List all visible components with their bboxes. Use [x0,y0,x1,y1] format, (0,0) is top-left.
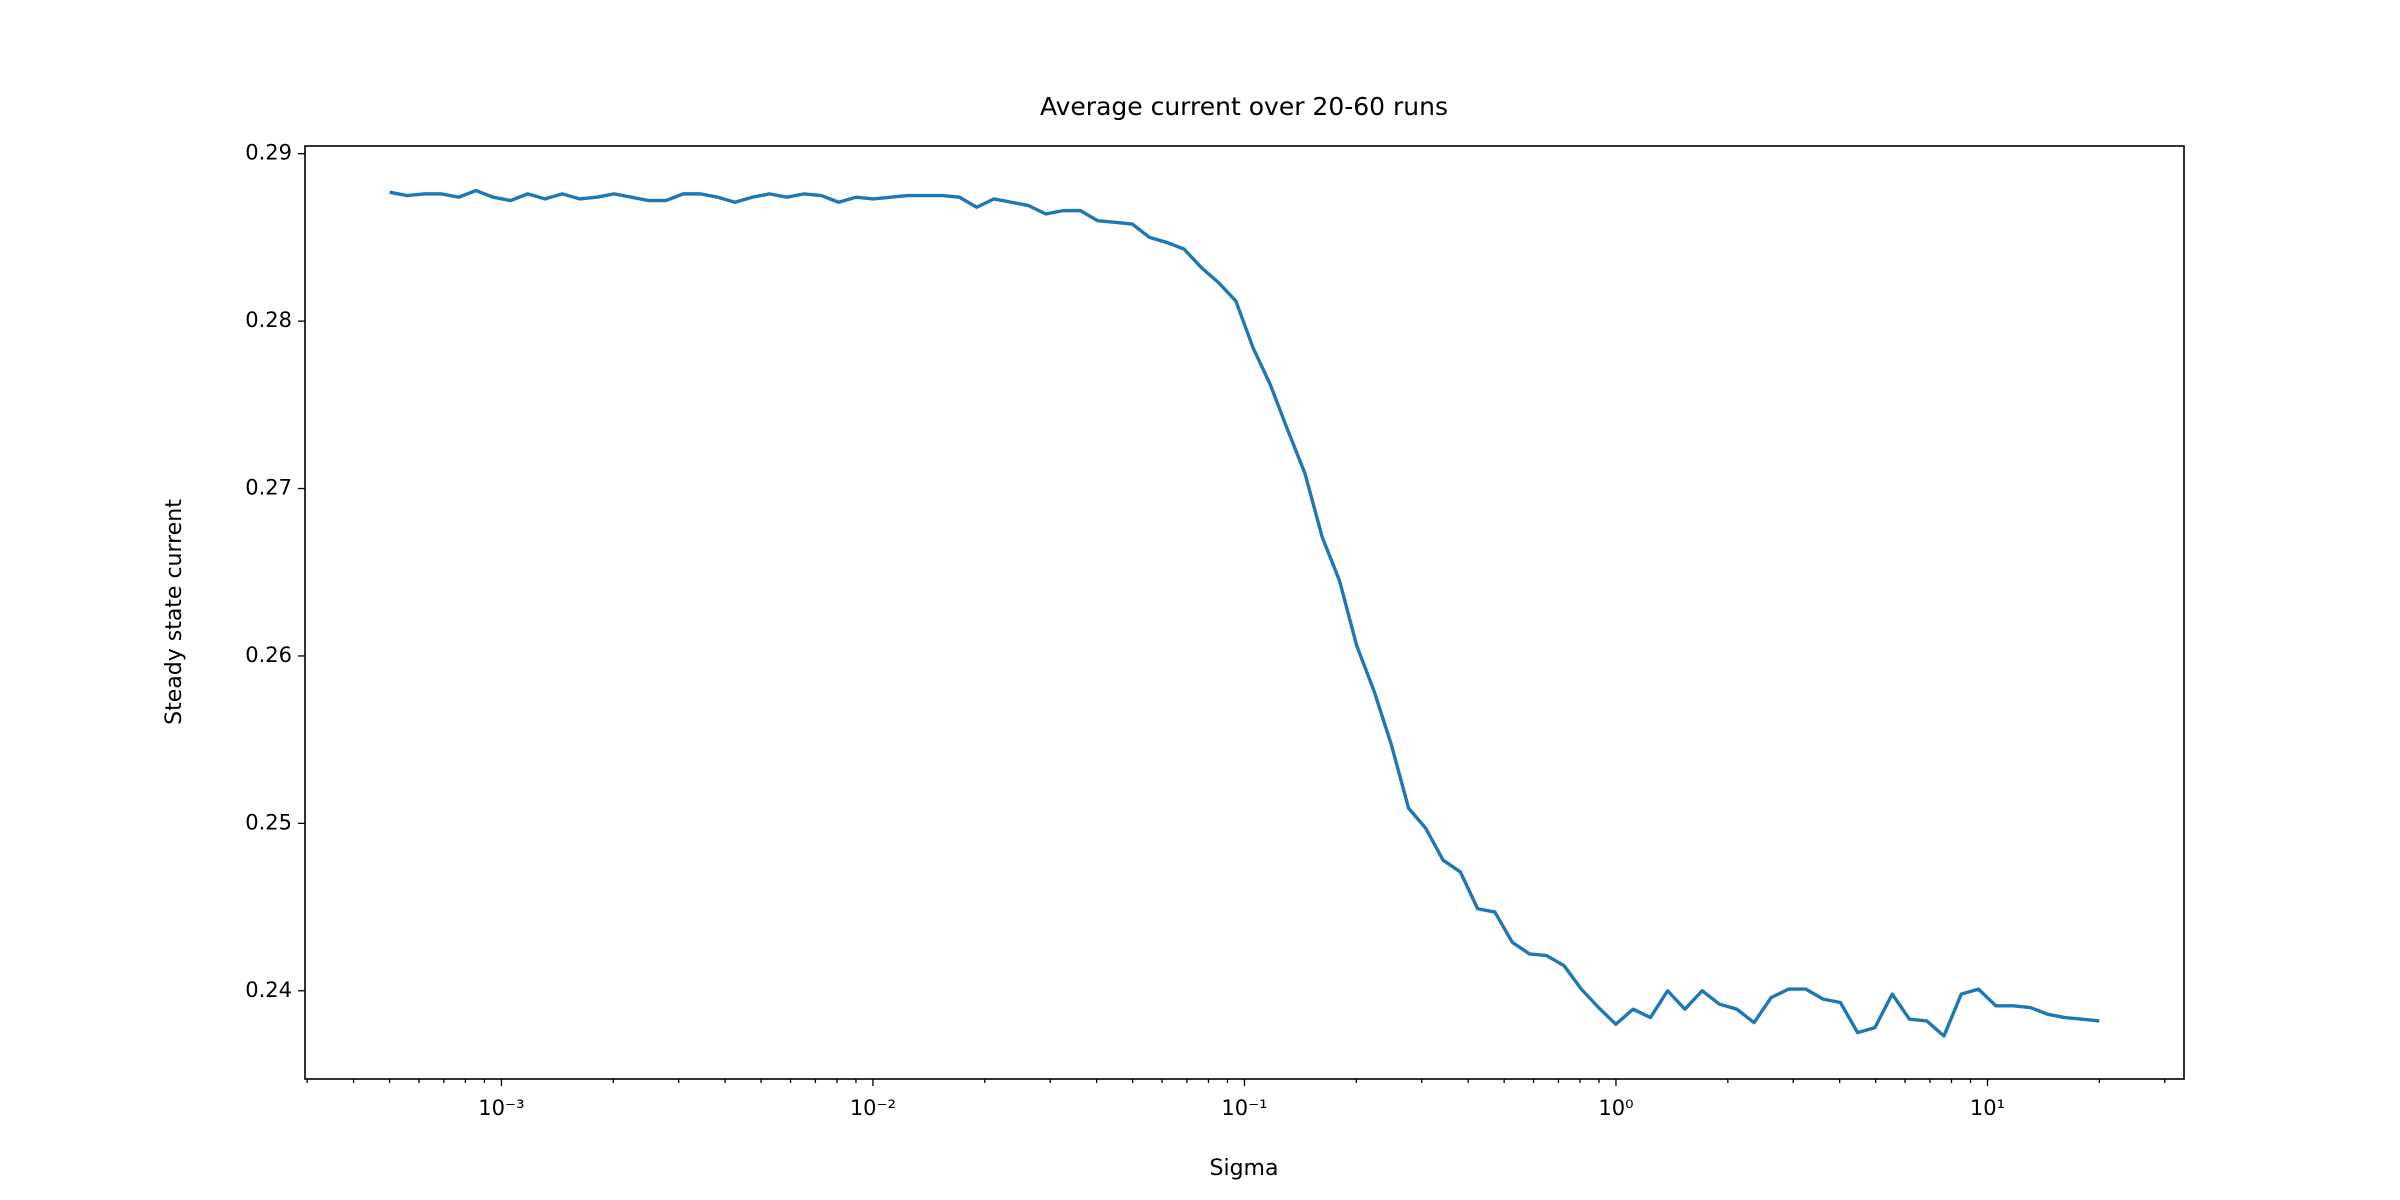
y-tick-label: 0.25 [245,810,292,834]
y-tick-label: 0.26 [245,643,292,667]
x-tick-label: 10⁰ [1598,1096,1633,1120]
x-tick-label: 10⁻² [850,1096,896,1120]
data-line [389,188,2100,1038]
y-tick-label: 0.24 [245,978,292,1002]
x-tick-label: 10¹ [1970,1096,2005,1120]
plot-frame [304,145,2185,1080]
chart-title: Average current over 20-60 runs [1040,92,1448,121]
y-axis-label: Steady state current [162,499,187,725]
x-axis-label: Sigma [1210,1156,1279,1181]
x-tick-label: 10⁻³ [478,1096,524,1120]
y-tick-label: 0.28 [245,308,292,332]
y-tick-label: 0.29 [245,141,292,165]
x-tick-label: 10⁻¹ [1221,1096,1267,1120]
y-tick-label: 0.27 [245,476,292,500]
